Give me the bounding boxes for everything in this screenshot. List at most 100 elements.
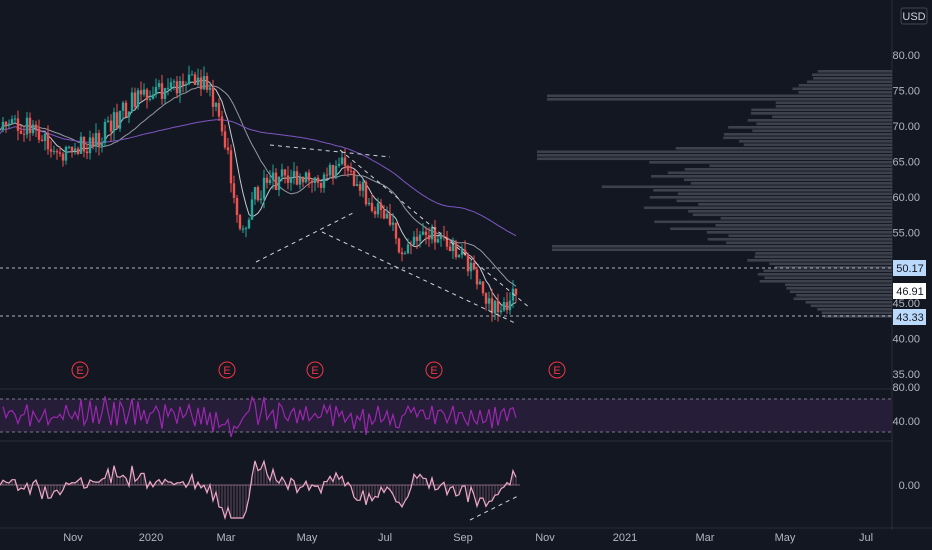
- volume-profile-bar: [552, 245, 892, 248]
- volume-profile-bar: [786, 287, 892, 290]
- volume-profile-bar: [537, 154, 892, 157]
- time-axis-label: Mar: [696, 532, 715, 544]
- candle: [7, 119, 11, 129]
- volume-profile-bar: [743, 143, 892, 147]
- candle: [103, 118, 107, 147]
- earnings-marker-label: E: [553, 365, 560, 377]
- candle: [178, 76, 182, 103]
- candle: [418, 230, 422, 248]
- candle: [499, 305, 503, 315]
- earnings-marker[interactable]: E: [306, 361, 324, 379]
- oscillator-line: [0, 459, 517, 521]
- candle: [484, 292, 488, 311]
- candle: [112, 107, 116, 141]
- candle: [292, 162, 296, 185]
- volume-profile-bar: [692, 213, 892, 217]
- candle: [421, 223, 425, 236]
- volume-profile-bar: [723, 133, 892, 136]
- candle: [88, 130, 92, 160]
- earnings-marker-circle: [71, 361, 89, 379]
- price-tick-label: 70.00: [892, 121, 920, 133]
- candlestick-series[interactable]: [1, 65, 518, 322]
- volume-profile-bar: [796, 294, 892, 297]
- candle: [148, 90, 152, 102]
- candle: [121, 100, 125, 121]
- candle: [13, 114, 17, 124]
- trendline-5: [469, 494, 521, 521]
- currency-label: USD: [902, 11, 925, 23]
- rsi-indicator: [2, 395, 517, 438]
- candle: [58, 146, 62, 157]
- candle: [457, 254, 461, 259]
- time-axis[interactable]: Nov 2020 Mar May Jul Sep Nov 2021 Mar May Jul: [63, 532, 873, 544]
- currency-label-box[interactable]: [900, 7, 928, 25]
- last-price-tag: 46.91: [896, 286, 924, 298]
- candle: [445, 230, 449, 250]
- time-axis-label: Nov: [535, 532, 555, 544]
- earnings-marker[interactable]: E: [425, 361, 443, 379]
- volume-profile-bar: [817, 308, 892, 311]
- candle: [322, 172, 326, 193]
- candle: [307, 169, 311, 189]
- volume-profile-bar: [769, 262, 892, 266]
- volume-profile-bar: [785, 283, 892, 287]
- candle: [217, 98, 221, 122]
- candle: [379, 198, 383, 219]
- candle: [505, 292, 509, 314]
- candle: [109, 114, 113, 142]
- volume-profile-bar: [715, 224, 892, 227]
- trend-drawings[interactable]: [255, 144, 531, 521]
- candle: [361, 178, 365, 198]
- volume-profile-bar: [775, 105, 892, 108]
- volume-profile-bar: [698, 203, 892, 206]
- volume-profile-bar: [813, 77, 892, 80]
- price-scale[interactable]: 80.00 75.00 70.00 65.00 60.00 55.00 45.00 40.00…: [892, 50, 920, 492]
- volume-profile-bar: [810, 304, 892, 308]
- volume-profile-bar: [772, 115, 892, 119]
- candle: [409, 240, 413, 255]
- candle: [289, 169, 293, 191]
- candle: [277, 176, 281, 197]
- candle: [406, 238, 410, 255]
- volume-profile-bar: [812, 73, 892, 77]
- volume-profile-bar: [793, 297, 892, 301]
- candle: [196, 68, 200, 87]
- candle: [298, 173, 302, 190]
- rsi-line: [2, 395, 517, 438]
- candle: [49, 140, 53, 158]
- volume-profile-bar: [684, 178, 892, 182]
- candle: [160, 74, 164, 105]
- earnings-marker[interactable]: E: [548, 361, 566, 379]
- candle: [238, 213, 242, 231]
- volume-profile-bar: [537, 150, 892, 154]
- volume-profile-bar: [764, 276, 892, 280]
- candle: [172, 79, 176, 91]
- volume-profile-bar: [823, 315, 892, 318]
- candle: [220, 110, 224, 136]
- volume-profile-bar: [547, 98, 892, 101]
- rsi-band: [0, 399, 892, 432]
- earnings-marker[interactable]: E: [218, 361, 236, 379]
- volume-profile-bar: [747, 259, 892, 262]
- candle: [184, 81, 188, 92]
- candle: [199, 69, 203, 96]
- volume-profile-bar: [651, 175, 892, 178]
- earnings-marker[interactable]: E: [71, 361, 89, 379]
- candle: [247, 217, 251, 230]
- candle: [1, 117, 5, 133]
- candle: [31, 120, 35, 136]
- candle: [388, 203, 392, 227]
- volume-profile-bar: [756, 122, 892, 126]
- candle: [304, 171, 308, 184]
- candle: [166, 78, 170, 96]
- candle: [382, 204, 386, 220]
- volume-profile-bar: [709, 164, 892, 168]
- volume-profile-bar: [676, 199, 892, 203]
- candle: [286, 166, 290, 190]
- candle: [433, 220, 437, 250]
- candle: [373, 206, 377, 219]
- candle: [106, 116, 110, 123]
- candle: [28, 112, 32, 142]
